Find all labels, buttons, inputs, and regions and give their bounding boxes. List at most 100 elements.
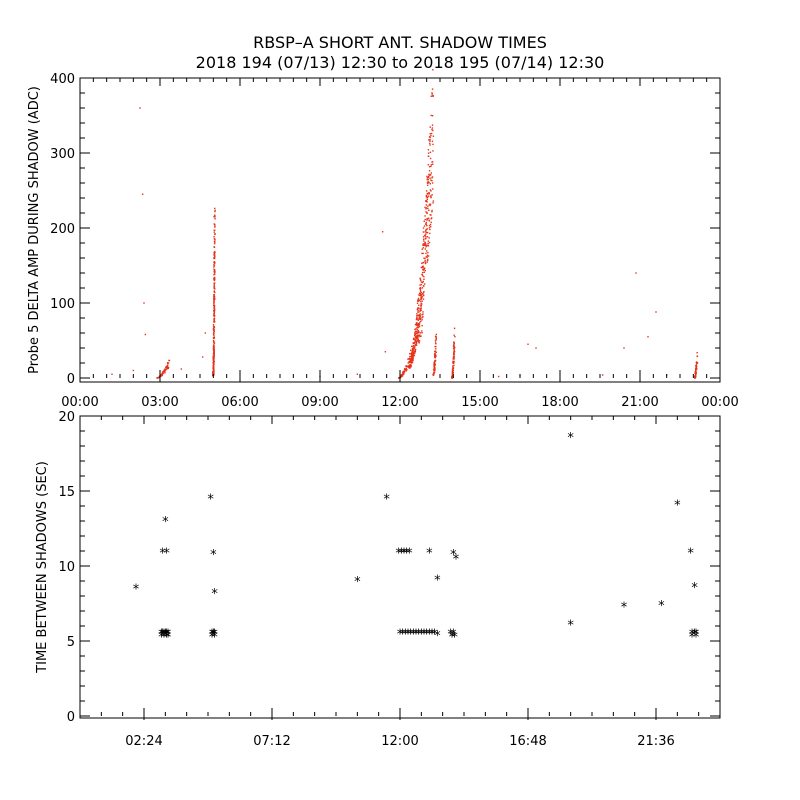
bottom-star-marker: *: [210, 548, 217, 563]
top-data-point: [423, 225, 426, 227]
top-data-point: [422, 269, 425, 271]
top-data-point: [451, 368, 454, 370]
top-data-point: [213, 214, 216, 216]
top-data-point: [423, 285, 425, 287]
top-data-point: [421, 319, 423, 321]
bottom-data-points: ****************************************…: [133, 431, 700, 646]
top-data-point: [212, 356, 215, 358]
top-data-point: [423, 283, 426, 285]
top-data-point: [420, 281, 423, 283]
top-data-point: [213, 288, 216, 290]
top-data-point: [412, 353, 415, 356]
top-data-point: [421, 252, 423, 255]
top-data-point: [402, 373, 404, 376]
top-data-point: [156, 377, 158, 379]
top-data-point: [427, 258, 429, 261]
top-data-point: [418, 292, 421, 294]
top-data-point: [416, 331, 418, 333]
top-data-point: [434, 364, 436, 366]
top-data-point: [417, 334, 419, 336]
top-data-point: [213, 236, 215, 238]
top-data-point: [426, 219, 428, 221]
bottom-star-marker: *: [210, 628, 217, 643]
top-data-point: [139, 107, 141, 109]
top-data-point: [430, 195, 432, 197]
top-data-point: [408, 366, 410, 369]
bottom-star-marker: *: [211, 631, 218, 646]
top-data-point: [431, 194, 433, 196]
top-data-point: [410, 353, 413, 355]
top-data-point: [423, 257, 425, 259]
top-data-point: [213, 353, 215, 355]
top-y-tick-label: 400: [50, 72, 75, 87]
bottom-star-marker: *: [418, 628, 425, 643]
top-data-point: [213, 254, 215, 256]
top-data-point: [497, 375, 500, 378]
top-data-point: [428, 224, 431, 227]
top-data-point: [454, 335, 456, 338]
top-data-point: [434, 369, 436, 372]
bottom-panel: ****************************************…: [35, 410, 721, 749]
top-data-point: [453, 342, 456, 344]
top-data-point: [415, 318, 418, 321]
top-data-point: [427, 195, 430, 197]
top-data-point: [433, 371, 436, 373]
top-data-point: [428, 170, 431, 172]
top-data-point: [421, 287, 424, 289]
bot-x-tick-label: 07:12: [253, 734, 290, 749]
top-data-points: [111, 69, 699, 379]
top-data-point: [213, 231, 215, 233]
top-data-point: [428, 237, 430, 239]
top-data-point: [419, 287, 422, 289]
top-data-point: [426, 198, 429, 201]
top-data-point: [417, 309, 419, 311]
bottom-star-marker: *: [395, 547, 402, 562]
top-data-point: [422, 236, 425, 238]
top-data-point: [429, 139, 431, 141]
top-data-point: [426, 175, 428, 178]
top-data-point: [635, 272, 637, 274]
top-data-point: [430, 132, 433, 135]
top-data-point: [404, 368, 407, 371]
top-data-point: [420, 320, 422, 322]
top-data-point: [419, 289, 422, 291]
top-data-point: [213, 306, 215, 308]
bottom-star-marker: *: [434, 574, 441, 589]
bottom-star-marker: *: [687, 547, 694, 562]
top-data-point: [213, 257, 215, 260]
top-data-point: [433, 368, 436, 371]
top-data-point: [426, 228, 428, 230]
top-data-point: [433, 368, 435, 370]
bottom-y-axis-label: TIME BETWEEN SHADOWS (SEC): [35, 461, 50, 674]
top-data-point: [213, 349, 215, 352]
top-data-point: [213, 295, 215, 298]
top-data-point: [418, 304, 420, 307]
top-data-point: [213, 334, 215, 336]
top-data-point: [421, 265, 424, 268]
top-data-point: [164, 369, 166, 372]
top-data-point: [426, 212, 428, 215]
top-data-point: [213, 266, 215, 268]
bottom-star-marker: *: [163, 547, 170, 562]
bottom-star-marker: *: [161, 631, 168, 646]
top-data-point: [414, 345, 416, 348]
top-data-point: [402, 372, 404, 374]
top-data-point: [421, 262, 423, 264]
top-data-point: [427, 178, 429, 181]
top-data-point: [412, 351, 414, 353]
top-data-point: [422, 315, 424, 318]
top-data-point: [421, 317, 423, 319]
top-data-point: [409, 361, 412, 363]
top-data-point: [213, 284, 215, 287]
top-data-point: [213, 279, 216, 281]
top-data-point: [424, 231, 426, 233]
top-data-point: [422, 268, 424, 271]
top-data-point: [166, 365, 169, 367]
top-data-point: [423, 291, 425, 293]
top-data-point: [425, 244, 427, 246]
top-data-point: [419, 277, 421, 279]
top-data-point: [453, 334, 455, 336]
bottom-star-marker: *: [162, 515, 169, 530]
top-data-point: [429, 183, 431, 185]
top-data-point: [417, 307, 419, 310]
